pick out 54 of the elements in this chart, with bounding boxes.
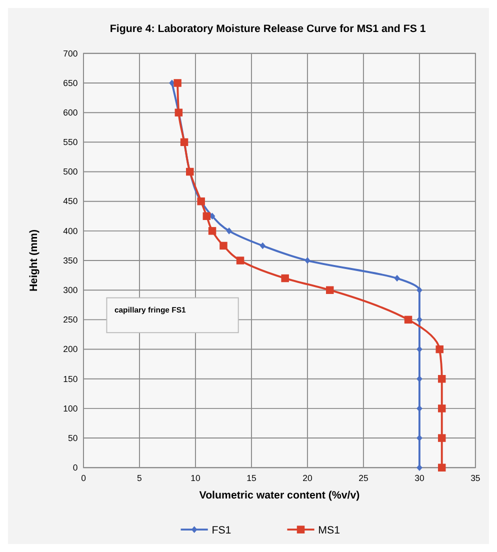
point (236, 256, 244, 264)
point (226, 228, 232, 234)
y-tick-label: 0 (72, 462, 78, 473)
x-tick-label: 0 (81, 473, 86, 484)
point (416, 316, 422, 324)
point (202, 212, 211, 220)
legend-label: MS1 (318, 524, 340, 536)
y-tick-label: 600 (63, 107, 78, 118)
y-tick-label: 350 (63, 255, 78, 266)
point (416, 434, 422, 442)
y-tick-label: 650 (63, 78, 78, 88)
y-tick-label: 100 (63, 403, 78, 414)
x-tick-label: 35 (470, 473, 480, 484)
y-tick-label: 700 (63, 48, 78, 58)
x-tick-label: 25 (358, 473, 368, 484)
point (174, 79, 182, 87)
point (438, 434, 446, 442)
x-tick-label: 10 (190, 473, 200, 484)
x-tick-label: 30 (414, 473, 424, 484)
point (416, 286, 422, 294)
y-tick-label: 450 (63, 196, 78, 206)
y-tick-label: 550 (63, 137, 78, 148)
x-tick-label: 20 (302, 473, 312, 484)
point (220, 242, 228, 250)
point (326, 286, 334, 294)
text-box: capillary fringe FS1 (106, 297, 239, 334)
point (416, 346, 422, 353)
point (260, 242, 266, 250)
y-tick-label: 250 (63, 314, 78, 325)
y-tick-label: 500 (63, 166, 78, 177)
point (208, 227, 216, 235)
y-tick-label: 300 (63, 285, 78, 296)
point (304, 257, 310, 264)
y-tick-label: 50 (68, 432, 78, 443)
chart-title: Figure 4: Laboratory Moisture Release Curve for MS1 and FS 1 (110, 23, 426, 36)
y-tick-label: 200 (63, 344, 78, 354)
point (394, 274, 400, 282)
point (281, 274, 289, 282)
y-tick-label: 400 (63, 226, 78, 236)
point (438, 404, 446, 412)
annotation: capillary fringe FS1 (114, 305, 187, 314)
y-axis-title: Height (mm) (28, 229, 40, 292)
x-tick-label: 5 (137, 473, 142, 484)
point (416, 464, 422, 472)
point (438, 374, 446, 383)
x-tick-label: 15 (246, 473, 256, 484)
legend-label: FS1 (212, 524, 232, 536)
point (404, 316, 412, 324)
point (416, 375, 422, 382)
point (436, 345, 444, 354)
point (416, 405, 422, 412)
x-axis-title: Volumetric water content (%v/v) (199, 490, 360, 502)
y-tick-label: 150 (63, 374, 78, 384)
point (438, 464, 446, 472)
